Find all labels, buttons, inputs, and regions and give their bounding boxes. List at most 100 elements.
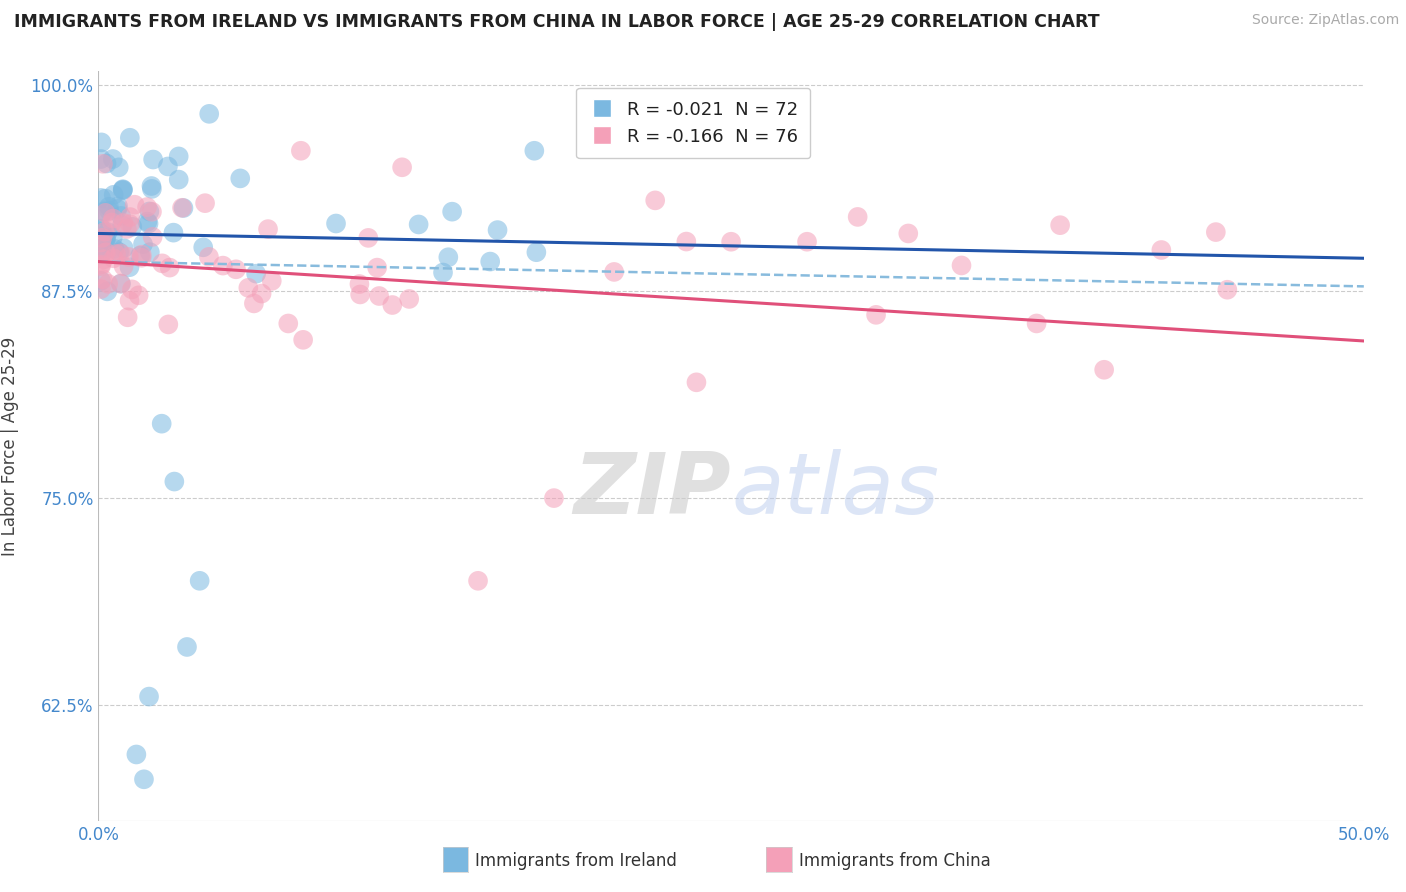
Point <box>141 182 163 196</box>
Point <box>277 317 299 331</box>
Point <box>644 194 666 208</box>
Point <box>543 491 565 505</box>
Point <box>97 225 120 239</box>
Point <box>121 219 143 234</box>
Point <box>90 242 112 256</box>
Point <box>1205 225 1227 239</box>
Point <box>349 287 371 301</box>
Point <box>91 244 114 259</box>
Point <box>90 259 112 273</box>
Point <box>432 266 454 280</box>
Point <box>897 227 920 241</box>
Point <box>107 202 129 216</box>
Point <box>194 196 217 211</box>
Point <box>90 224 112 238</box>
Point <box>120 210 142 224</box>
Point <box>91 157 114 171</box>
Point <box>486 223 509 237</box>
Point <box>112 259 135 273</box>
Point <box>90 235 112 250</box>
Point <box>1049 218 1071 232</box>
Y-axis label: In Labor Force | Age 25-29: In Labor Force | Age 25-29 <box>1 336 20 556</box>
Point <box>176 640 198 654</box>
Point <box>94 206 117 220</box>
Point <box>245 267 267 281</box>
Point <box>250 286 273 301</box>
Point <box>243 296 266 310</box>
Point <box>198 250 221 264</box>
Text: atlas: atlas <box>731 450 939 533</box>
Point <box>325 217 347 231</box>
Point <box>107 199 129 213</box>
Point <box>94 232 117 246</box>
Point <box>524 245 547 260</box>
Text: Immigrants from Ireland: Immigrants from Ireland <box>475 852 678 870</box>
Point <box>118 217 141 231</box>
Point <box>1092 363 1115 377</box>
Point <box>685 376 707 390</box>
Point <box>90 258 112 272</box>
Point <box>796 235 818 249</box>
Text: ZIP: ZIP <box>574 450 731 533</box>
Point <box>150 417 173 431</box>
Point <box>720 235 742 249</box>
Point <box>257 222 280 236</box>
Point <box>112 216 135 230</box>
Point <box>97 200 120 214</box>
Point <box>260 274 283 288</box>
Point <box>101 152 124 166</box>
Point <box>366 260 388 275</box>
Point <box>112 241 135 255</box>
Point <box>157 318 180 332</box>
Legend: R = -0.021  N = 72, R = -0.166  N = 76: R = -0.021 N = 72, R = -0.166 N = 76 <box>576 88 810 158</box>
Point <box>1150 243 1173 257</box>
Point <box>950 259 973 273</box>
Point <box>91 231 114 245</box>
Point <box>111 183 134 197</box>
Point <box>129 249 152 263</box>
Point <box>138 217 160 231</box>
Point <box>108 245 131 260</box>
Point <box>141 204 163 219</box>
Point <box>523 144 546 158</box>
Point <box>156 160 179 174</box>
Point <box>90 208 112 222</box>
Point <box>139 245 162 260</box>
Point <box>675 235 697 249</box>
Point <box>103 252 125 266</box>
Point <box>290 144 312 158</box>
Point <box>90 247 112 261</box>
Point <box>93 204 115 219</box>
Point <box>104 247 127 261</box>
Point <box>90 152 112 166</box>
Point <box>90 221 112 235</box>
Point <box>136 200 159 214</box>
Point <box>90 274 112 288</box>
Point <box>118 293 141 308</box>
Point <box>96 285 118 299</box>
Point <box>198 107 221 121</box>
Point <box>103 187 125 202</box>
Point <box>150 256 173 270</box>
Point <box>90 282 112 296</box>
Point <box>97 277 120 291</box>
Point <box>118 260 141 275</box>
Point <box>111 183 134 197</box>
Point <box>110 246 132 260</box>
Point <box>437 250 460 264</box>
Point <box>603 265 626 279</box>
Point <box>115 222 138 236</box>
Point <box>94 231 117 245</box>
Point <box>170 201 193 215</box>
Point <box>212 259 235 273</box>
Point <box>118 130 141 145</box>
Point <box>125 747 148 762</box>
Point <box>90 136 112 150</box>
Point <box>467 574 489 588</box>
Point <box>441 204 464 219</box>
Point <box>93 252 115 267</box>
Point <box>408 218 430 232</box>
Point <box>110 277 132 291</box>
Point <box>117 310 139 325</box>
Point <box>1025 317 1047 331</box>
